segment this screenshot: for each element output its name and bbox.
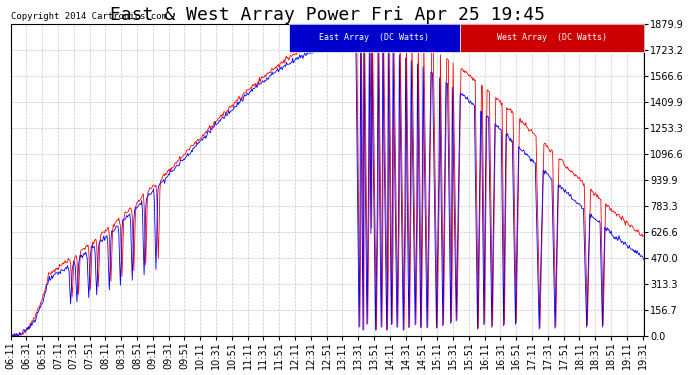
Text: East Array  (DC Watts): East Array (DC Watts): [319, 33, 429, 42]
Text: West Array  (DC Watts): West Array (DC Watts): [497, 33, 607, 42]
Title: East & West Array Power Fri Apr 25 19:45: East & West Array Power Fri Apr 25 19:45: [110, 6, 544, 24]
Text: Copyright 2014 Cartronics.com: Copyright 2014 Cartronics.com: [10, 12, 166, 21]
FancyBboxPatch shape: [289, 24, 460, 52]
FancyBboxPatch shape: [460, 24, 644, 52]
